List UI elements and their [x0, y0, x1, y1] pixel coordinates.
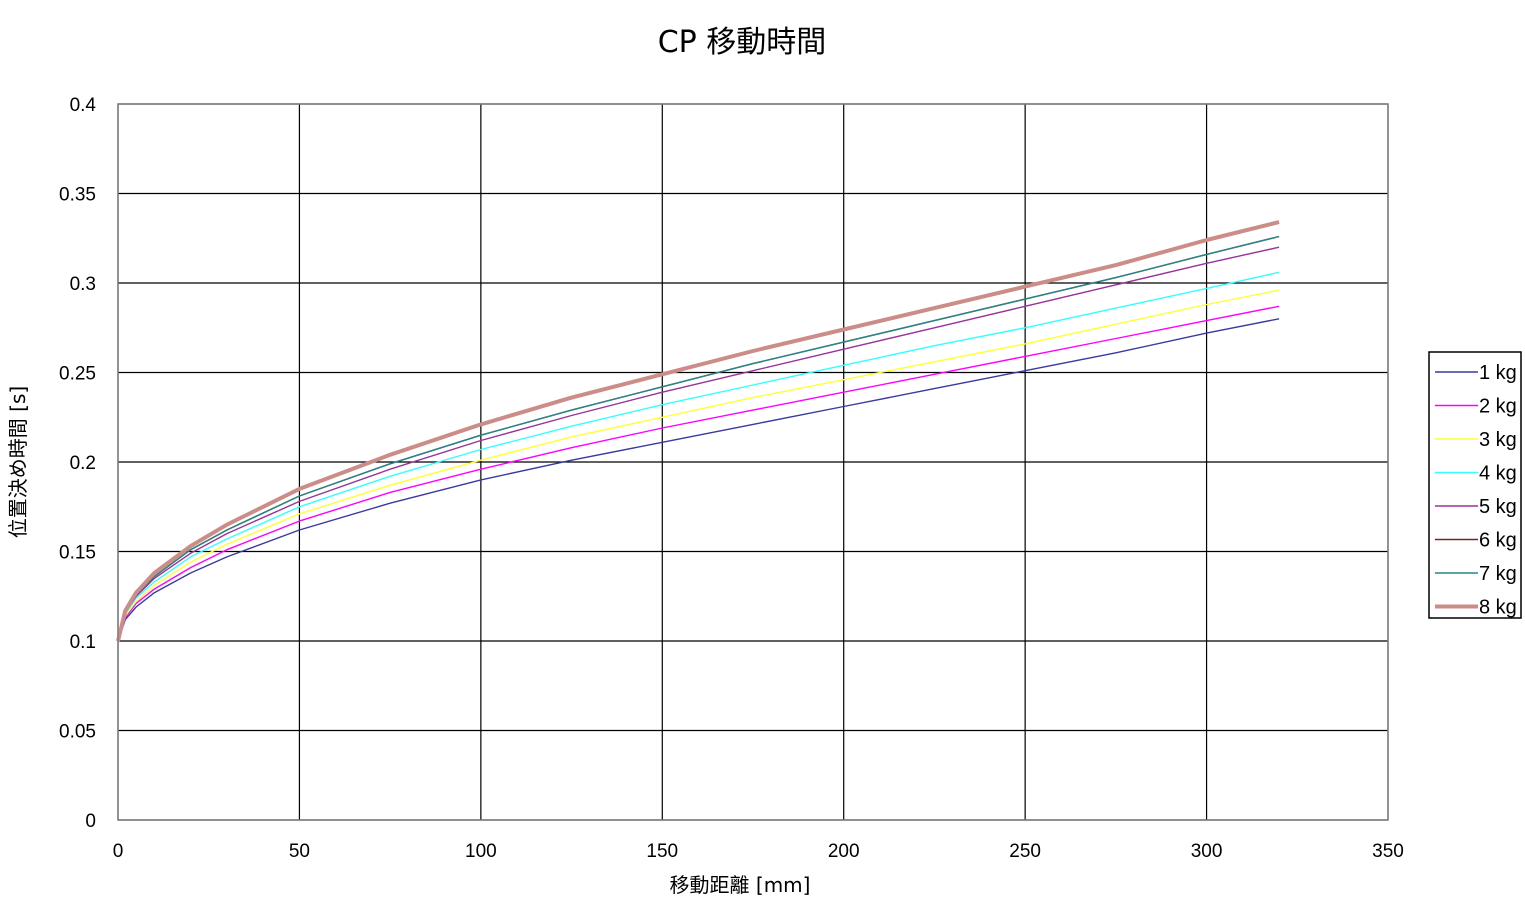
x-tick-label: 50 [289, 841, 310, 862]
legend-label-3: 3 kg [1479, 429, 1517, 451]
tick-labels: 0 50 100 150 200 250 300 350 0 0.05 0.1 0.15 0.2 0.25… [59, 95, 1404, 862]
series-line-1 [117, 318, 1280, 642]
x-axis-title: 移動距離 [mm] [670, 873, 811, 897]
series-line-5 [117, 246, 1280, 642]
series-line-2 [117, 305, 1280, 642]
legend-label-8: 8 kg [1479, 597, 1517, 619]
legend: 1 kg 2 kg 3 kg 4 kg 5 kg 6 kg 7 kg 8 kg [1428, 351, 1522, 619]
y-tick-label: 0.25 [59, 364, 96, 385]
y-tick-label: 0.1 [70, 632, 96, 653]
legend-label-7: 7 kg [1479, 563, 1517, 585]
legend-items: 1 kg 2 kg 3 kg 4 kg 5 kg 6 kg 7 kg 8 kg [1435, 362, 1517, 619]
x-tick-label: 350 [1372, 841, 1404, 862]
series-line-8 [116, 220, 1280, 642]
x-tick-label: 300 [1191, 841, 1223, 862]
x-tick-label: 100 [465, 841, 497, 862]
y-tick-label: 0.35 [59, 185, 96, 206]
legend-label-4: 4 kg [1479, 463, 1517, 485]
y-tick-label: 0.4 [70, 95, 97, 116]
legend-label-2: 2 kg [1479, 396, 1517, 418]
chart-title: CP 移動時間 [658, 25, 827, 60]
x-tick-label: 0 [113, 841, 124, 862]
y-tick-label: 0.3 [70, 274, 96, 295]
y-tick-label: 0.2 [70, 453, 96, 474]
x-tick-label: 250 [1009, 841, 1041, 862]
series-lines [116, 220, 1280, 642]
y-tick-label: 0.05 [59, 722, 96, 743]
x-tick-label: 200 [828, 841, 860, 862]
y-tick-label: 0.15 [59, 543, 96, 564]
legend-label-5: 5 kg [1479, 496, 1517, 518]
plot-frame [117, 103, 1389, 821]
y-tick-label: 0 [85, 811, 96, 832]
y-axis-title: 位置決め時間 [s] [6, 386, 30, 538]
x-tick-label: 150 [646, 841, 678, 862]
legend-label-6: 6 kg [1479, 530, 1517, 552]
series-line-7 [117, 235, 1280, 642]
legend-label-1: 1 kg [1479, 362, 1517, 384]
series-line-3 [117, 289, 1280, 642]
series-line-4 [117, 271, 1280, 642]
